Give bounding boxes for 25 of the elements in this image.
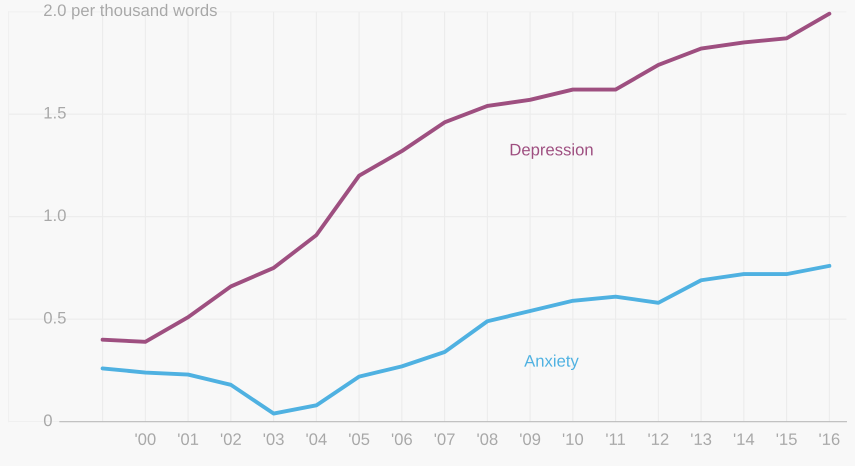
y-tick-label: 0 <box>44 414 52 426</box>
x-tick-label: '00 <box>135 433 156 446</box>
y-tick-label: 2.0 per thousand words <box>44 4 217 20</box>
x-tick-label: '16 <box>819 433 840 446</box>
x-tick-label: '10 <box>562 433 584 446</box>
y-tick-label: 1.0 <box>44 209 66 222</box>
text: Depression <box>510 143 593 159</box>
x-tick-label: '14 <box>734 433 754 445</box>
y-tick-label: 0.5 <box>44 312 66 324</box>
y-tick-label: 1.5 <box>44 107 66 119</box>
x-tick-label: '02 <box>220 433 241 446</box>
x-tick-label: '01 <box>178 433 198 446</box>
x-tick-label: '05 <box>349 433 370 446</box>
line-series <box>100 264 832 416</box>
x-tick-label: '13 <box>691 433 712 446</box>
text: Anxiety <box>524 354 579 370</box>
x-tick-label: '15 <box>776 433 797 446</box>
x-tick-label: '04 <box>306 433 327 446</box>
x-tick-label: '08 <box>477 433 498 446</box>
x-tick-label: '07 <box>434 433 455 446</box>
x-tick-label: '11 <box>606 433 626 445</box>
x-tick-label: '06 <box>392 433 412 446</box>
x-tick-label: '09 <box>520 433 540 446</box>
x-tick-label: '12 <box>648 433 668 445</box>
x-tick-label: '03 <box>264 433 284 446</box>
